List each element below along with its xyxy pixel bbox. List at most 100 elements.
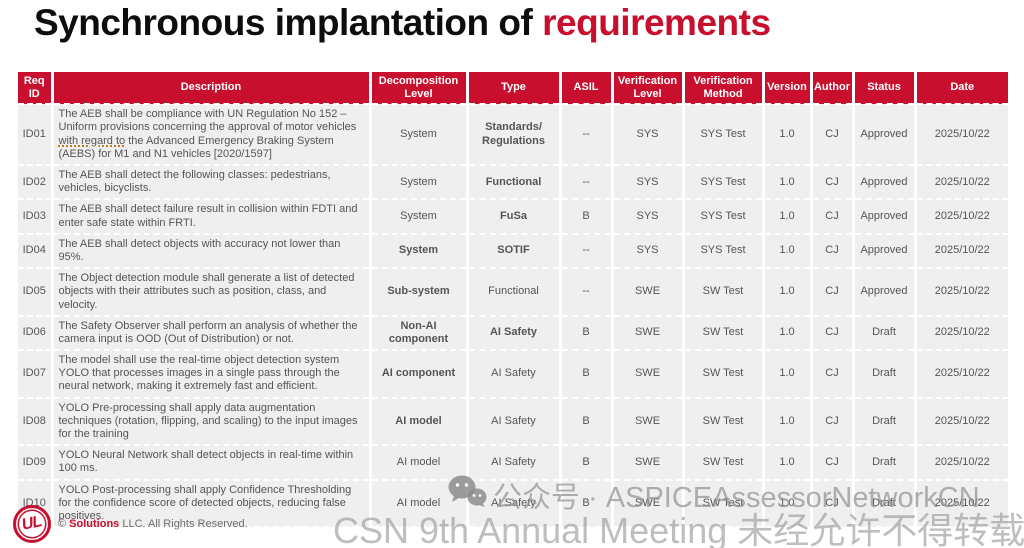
- column-header: Verification Level: [612, 72, 685, 106]
- req-id-cell: ID09: [18, 445, 54, 481]
- column-header: Verification Method: [683, 72, 765, 106]
- verification-level-cell: SWE: [612, 350, 685, 399]
- req-id-cell: ID03: [18, 199, 54, 235]
- date-cell: 2025/10/22: [915, 104, 1008, 167]
- req-id-cell: ID08: [18, 397, 54, 447]
- status-cell: Approved: [853, 199, 917, 235]
- table-row: ID02 The AEB shall detect the following c…: [18, 165, 1008, 201]
- verification-level-cell: SYS: [612, 233, 685, 270]
- decomposition-cell: System: [370, 104, 469, 167]
- verification-method-cell: SYS Test: [683, 233, 765, 270]
- description-cell: The Object detection module shall genera…: [52, 268, 372, 317]
- date-cell: 2025/10/22: [915, 479, 1008, 529]
- column-header: Version: [763, 72, 813, 106]
- description-cell: The AEB shall be compliance with UN Regu…: [52, 104, 372, 167]
- author-cell: CJ: [811, 350, 855, 399]
- author-cell: CJ: [811, 233, 855, 270]
- decomposition-cell: Sub-system: [370, 268, 469, 317]
- asil-cell: --: [560, 268, 614, 317]
- decomposition-cell: AI component: [370, 350, 469, 399]
- verification-level-cell: SYS: [612, 199, 685, 235]
- column-header: ASIL: [560, 72, 614, 106]
- type-cell: AI Safety: [467, 315, 562, 352]
- table-body: ID01 The AEB shall be compliance with UN …: [18, 104, 1008, 529]
- version-cell: 1.0: [763, 199, 813, 235]
- verification-level-cell: SWE: [612, 268, 685, 317]
- asil-cell: B: [560, 315, 614, 352]
- author-cell: CJ: [811, 104, 855, 167]
- type-cell: AI Safety: [467, 350, 562, 399]
- status-cell: Approved: [853, 104, 917, 167]
- asil-cell: --: [560, 165, 614, 201]
- spellcheck-phrase: with regard to: [58, 134, 126, 147]
- verification-level-cell: SYS: [612, 104, 685, 167]
- description-cell: The model shall use the real-time object…: [52, 350, 372, 399]
- status-cell: Approved: [853, 165, 917, 201]
- verification-method-cell: SYS Test: [683, 165, 765, 201]
- decomposition-cell: System: [370, 199, 469, 235]
- req-id-cell: ID06: [18, 315, 54, 352]
- asil-cell: --: [560, 104, 614, 167]
- decomposition-cell: System: [370, 165, 469, 201]
- type-cell: SOTIF: [467, 233, 562, 270]
- column-header: Status: [853, 72, 917, 106]
- status-cell: Draft: [853, 445, 917, 481]
- table-row: ID04 The AEB shall detect objects with ac…: [18, 233, 1008, 270]
- version-cell: 1.0: [763, 445, 813, 481]
- table-row: ID01 The AEB shall be compliance with UN …: [18, 104, 1008, 167]
- asil-cell: --: [560, 233, 614, 270]
- version-cell: 1.0: [763, 104, 813, 167]
- type-cell: FuSa: [467, 199, 562, 235]
- table-row: ID09 YOLO Neural Network shall detect obj…: [18, 445, 1008, 481]
- type-cell: AI Safety: [467, 445, 562, 481]
- copyright-text: © Solutions LLC. All Rights Reserved.: [58, 518, 248, 530]
- verification-method-cell: SW Test: [683, 268, 765, 317]
- type-cell: Functional: [467, 268, 562, 317]
- author-cell: CJ: [811, 397, 855, 447]
- date-cell: 2025/10/22: [915, 445, 1008, 481]
- status-cell: Draft: [853, 397, 917, 447]
- author-cell: CJ: [811, 445, 855, 481]
- description-cell: YOLO Pre-processing shall apply data aug…: [52, 397, 372, 447]
- brand-name: Solutions: [69, 518, 120, 530]
- table-row: ID08 YOLO Pre-processing shall apply data…: [18, 397, 1008, 447]
- type-cell: Standards/ Regulations: [467, 104, 562, 167]
- status-cell: Draft: [853, 479, 917, 529]
- verification-method-cell: SW Test: [683, 397, 765, 447]
- table-row: ID06 The Safety Observer shall perform an…: [18, 315, 1008, 352]
- req-id-cell: ID07: [18, 350, 54, 399]
- asil-cell: B: [560, 445, 614, 481]
- table-row: ID07 The model shall use the real-time ob…: [18, 350, 1008, 399]
- ul-logo: UL: [13, 505, 51, 543]
- verification-method-cell: SYS Test: [683, 104, 765, 167]
- verification-method-cell: SYS Test: [683, 199, 765, 235]
- table-header-row: Req ID Description Decomposition Level Type…: [18, 72, 1008, 106]
- table-row: ID10 YOLO Post-processing shall apply Con…: [18, 479, 1008, 529]
- author-cell: CJ: [811, 199, 855, 235]
- author-cell: CJ: [811, 268, 855, 317]
- version-cell: 1.0: [763, 479, 813, 529]
- asil-cell: B: [560, 350, 614, 399]
- date-cell: 2025/10/22: [915, 397, 1008, 447]
- version-cell: 1.0: [763, 268, 813, 317]
- column-header: Decomposition Level: [370, 72, 469, 106]
- description-cell: The Safety Observer shall perform an ana…: [52, 315, 372, 352]
- status-cell: Draft: [853, 315, 917, 352]
- column-header: Req ID: [18, 72, 54, 106]
- verification-level-cell: SWE: [612, 397, 685, 447]
- column-header: Type: [467, 72, 562, 106]
- author-cell: CJ: [811, 479, 855, 529]
- requirements-table: Req ID Description Decomposition Level Type…: [18, 72, 1008, 529]
- page-title-accent: requirements: [542, 2, 771, 43]
- description-cell: The AEB shall detect the following class…: [52, 165, 372, 201]
- verification-method-cell: SW Test: [683, 350, 765, 399]
- date-cell: 2025/10/22: [915, 350, 1008, 399]
- table-row: ID03 The AEB shall detect failure result …: [18, 199, 1008, 235]
- type-cell: Functional: [467, 165, 562, 201]
- req-id-cell: ID02: [18, 165, 54, 201]
- page-title: Synchronous implantation of requirements: [34, 2, 771, 44]
- asil-cell: B: [560, 199, 614, 235]
- date-cell: 2025/10/22: [915, 199, 1008, 235]
- description-cell: The AEB shall detect objects with accura…: [52, 233, 372, 270]
